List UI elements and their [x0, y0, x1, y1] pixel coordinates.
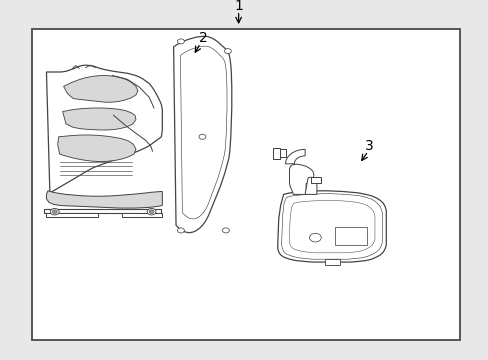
Polygon shape [63, 76, 138, 102]
Polygon shape [277, 149, 285, 157]
Polygon shape [285, 149, 305, 164]
Text: 2: 2 [198, 31, 207, 45]
Polygon shape [277, 191, 386, 262]
Polygon shape [325, 259, 339, 265]
Polygon shape [305, 177, 316, 194]
Polygon shape [289, 164, 313, 194]
Polygon shape [180, 46, 226, 219]
Circle shape [177, 39, 184, 44]
Polygon shape [44, 209, 161, 213]
Circle shape [224, 49, 231, 54]
Polygon shape [122, 213, 162, 217]
Text: 1: 1 [234, 0, 243, 13]
Polygon shape [62, 108, 136, 130]
Circle shape [149, 210, 154, 213]
Circle shape [177, 228, 184, 233]
Bar [32, 29, 459, 340]
Polygon shape [289, 201, 374, 253]
Polygon shape [58, 135, 136, 162]
Circle shape [52, 210, 57, 213]
Circle shape [309, 233, 321, 242]
Polygon shape [46, 191, 162, 208]
Polygon shape [46, 213, 98, 217]
Circle shape [50, 208, 59, 215]
Polygon shape [310, 177, 320, 183]
Circle shape [222, 228, 229, 233]
Circle shape [199, 134, 205, 139]
Circle shape [147, 208, 156, 215]
Polygon shape [281, 194, 382, 259]
Bar [272, 148, 279, 159]
Polygon shape [46, 65, 162, 193]
Bar [334, 227, 366, 245]
Text: 3: 3 [364, 139, 373, 153]
Polygon shape [173, 36, 231, 233]
